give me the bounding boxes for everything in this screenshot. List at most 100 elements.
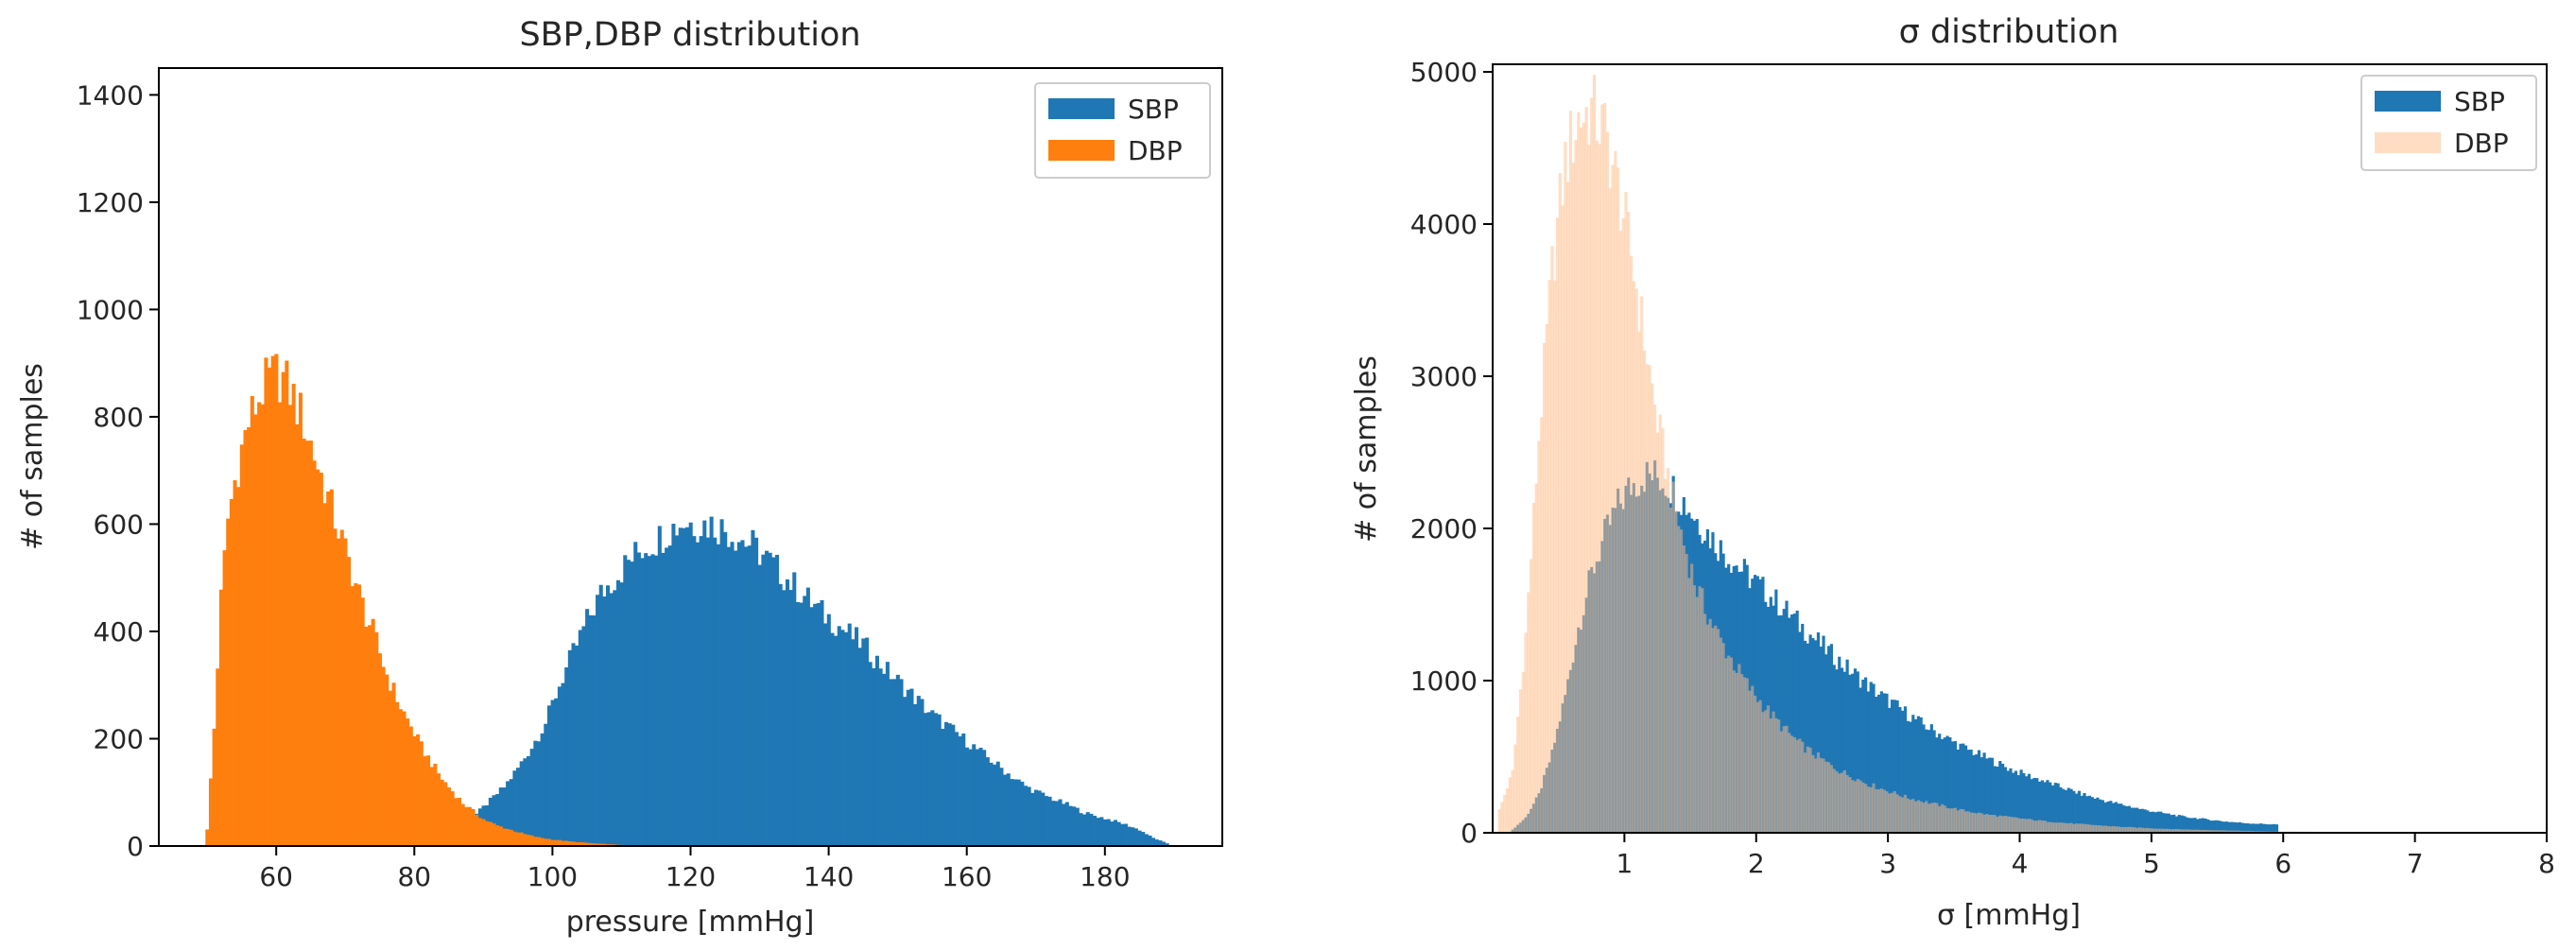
histogram-bar xyxy=(295,423,300,846)
histogram-bar xyxy=(2046,821,2049,833)
x-tick-label: 140 xyxy=(804,861,854,892)
histogram-bar xyxy=(1068,805,1073,846)
histogram-bar xyxy=(498,826,503,846)
histogram-bar xyxy=(529,835,534,846)
histogram-bar xyxy=(1856,779,1859,833)
legend-label: DBP xyxy=(2454,128,2509,159)
histogram-bar xyxy=(2209,820,2213,833)
histogram-bar xyxy=(2077,790,2082,833)
histogram-bar xyxy=(2193,818,2197,833)
histogram-bar xyxy=(1774,589,1778,833)
histogram-bar xyxy=(492,822,496,846)
histogram-bar xyxy=(1705,624,1709,833)
histogram-bar xyxy=(1901,797,1905,833)
histogram-bar xyxy=(2059,786,2063,833)
histogram-bar xyxy=(968,749,973,846)
histogram-bar xyxy=(2125,805,2129,833)
histogram-bar xyxy=(506,828,510,846)
histogram-bar xyxy=(2220,820,2223,833)
histogram-bar xyxy=(1903,706,1908,833)
histogram-bar xyxy=(885,662,890,846)
histogram-bar xyxy=(1861,680,1865,833)
histogram-bar xyxy=(2151,811,2155,833)
histogram-bar xyxy=(1885,791,1889,833)
histogram-bar xyxy=(1969,812,1973,833)
histogram-bar xyxy=(2236,830,2239,833)
histogram-bar xyxy=(788,590,793,846)
histogram-bar xyxy=(477,818,482,846)
histogram-bar xyxy=(682,527,686,846)
histogram-bar xyxy=(1113,820,1117,846)
histogram-bar xyxy=(985,757,990,846)
histogram-bar xyxy=(1742,677,1746,833)
histogram-bar xyxy=(2133,807,2136,833)
histogram-bar xyxy=(1545,323,1548,833)
y-tick-label: 600 xyxy=(94,509,144,540)
histogram-bar xyxy=(339,529,344,846)
histogram-bar xyxy=(575,841,579,846)
histogram-bar xyxy=(578,841,582,846)
histogram-bar xyxy=(2183,816,2187,833)
histogram-bar xyxy=(2201,818,2205,833)
histogram-bar xyxy=(1755,701,1759,833)
histogram-bar xyxy=(782,590,787,846)
histogram-bar xyxy=(2199,829,2203,833)
histogram-bar xyxy=(1151,838,1156,846)
histogram-bar xyxy=(2056,822,2060,833)
histogram-bar xyxy=(419,741,424,846)
histogram-bar xyxy=(1010,779,1014,846)
histogram-bar xyxy=(1614,150,1617,833)
histogram-bar xyxy=(2025,819,2029,833)
histogram-bar xyxy=(2227,830,2231,833)
histogram-bar xyxy=(1724,658,1728,833)
histogram-bar xyxy=(1838,773,1841,833)
histogram-bar xyxy=(371,618,375,846)
histogram-bar xyxy=(1144,834,1149,846)
histogram-bar xyxy=(2099,799,2102,833)
histogram-bar xyxy=(495,794,500,846)
histogram-bar xyxy=(2006,770,2010,833)
histogram-bar xyxy=(350,586,354,846)
histogram-bar xyxy=(1141,832,1146,846)
legend-swatch xyxy=(1048,98,1115,119)
histogram-bar xyxy=(1903,794,1908,833)
histogram-bar xyxy=(1822,635,1825,833)
histogram-bar xyxy=(1102,819,1108,846)
histogram-bar xyxy=(596,595,600,846)
histogram-bar xyxy=(705,537,710,846)
histogram-bar xyxy=(588,842,593,846)
histogram-bar xyxy=(2174,828,2179,833)
histogram-bar xyxy=(2164,813,2168,833)
histogram-bar xyxy=(2101,800,2105,833)
histogram-bar xyxy=(385,674,389,846)
histogram-bar xyxy=(1579,127,1583,833)
histogram-bar xyxy=(1988,757,1992,833)
histogram-bar xyxy=(1872,783,1876,833)
histogram-bar xyxy=(2273,823,2276,833)
histogram-bar xyxy=(598,584,603,846)
histogram-bar xyxy=(1664,478,1668,833)
histogram-bar xyxy=(1980,757,1983,833)
histogram-bar xyxy=(626,560,631,846)
y-tick-label: 0 xyxy=(127,831,144,862)
histogram-bar xyxy=(2119,826,2123,833)
histogram-bar xyxy=(1832,769,1836,833)
legend-swatch xyxy=(1048,140,1115,161)
histogram-bar xyxy=(2264,823,2268,833)
y-tick-label: 400 xyxy=(94,616,144,648)
histogram-bar xyxy=(1127,826,1132,846)
histogram-bar xyxy=(564,666,569,846)
legend-label: SBP xyxy=(2454,86,2505,117)
histogram-bar xyxy=(1998,761,2002,833)
histogram-bar xyxy=(1020,781,1025,846)
histogram-bar xyxy=(302,438,306,846)
histogram-bar xyxy=(1803,752,1807,833)
histogram-bar xyxy=(1592,75,1597,834)
x-tick-label: 1 xyxy=(1616,848,1633,879)
histogram-bar xyxy=(1553,280,1557,833)
histogram-bar xyxy=(2003,816,2007,833)
histogram-bar xyxy=(1595,140,1599,833)
histogram-bar xyxy=(1875,788,1878,833)
histogram-bar xyxy=(2053,822,2057,833)
histogram-bar xyxy=(1996,766,1999,833)
